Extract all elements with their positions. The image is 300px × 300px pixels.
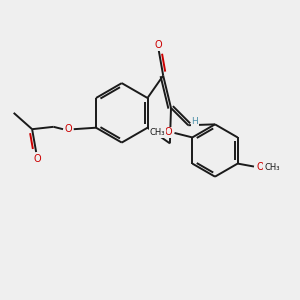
Text: CH₃: CH₃ (264, 163, 280, 172)
Text: CH₃: CH₃ (149, 128, 165, 137)
Text: H: H (191, 117, 198, 126)
Text: O: O (155, 40, 163, 50)
Text: O: O (256, 162, 264, 172)
Text: O: O (165, 128, 172, 137)
Text: O: O (34, 154, 41, 164)
Text: O: O (64, 124, 72, 134)
